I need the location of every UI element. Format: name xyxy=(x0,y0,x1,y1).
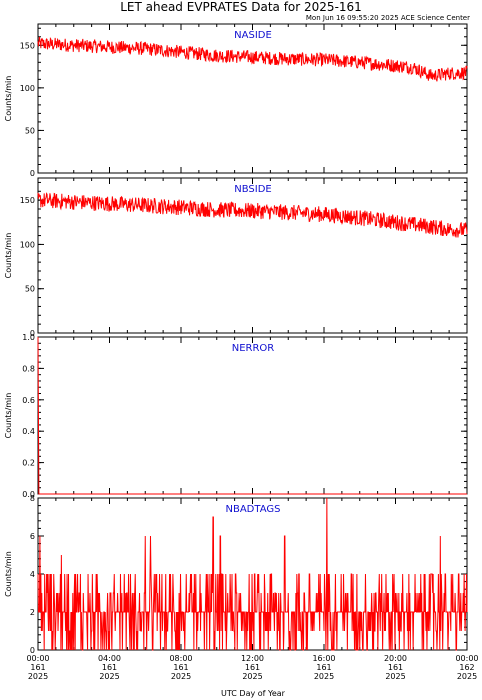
y-tick-label: 0.4 xyxy=(22,427,35,436)
x-tick-label: 161 xyxy=(30,663,45,672)
y-tick-label: 0.6 xyxy=(22,396,35,405)
x-tick-label: 2025 xyxy=(314,672,334,681)
y-tick-label: 150 xyxy=(20,41,35,50)
panel-title: NERROR xyxy=(232,343,275,354)
y-tick-label: 1.0 xyxy=(22,333,35,342)
x-tick-label: 161 xyxy=(173,663,188,672)
x-tick-label: 2025 xyxy=(171,672,191,681)
y-axis-label: Counts/min xyxy=(4,551,13,597)
panels: 0 50 100 150 Counts/min NASIDE 0 50 100 150 Counts… xyxy=(4,23,479,681)
timestamp: Mon Jun 16 09:55:20 2025 ACE Science Cen… xyxy=(306,14,470,22)
y-tick-label: 4 xyxy=(30,570,35,579)
y-tick-label: 0.8 xyxy=(22,364,35,373)
panel-title: NBSIDE xyxy=(234,184,271,195)
x-tick-label: 16:00 xyxy=(312,654,335,663)
y-tick-label: 150 xyxy=(20,196,35,205)
y-axis-label: Counts/min xyxy=(4,233,13,279)
panel-title: NBADTAGS xyxy=(226,504,281,515)
x-tick-label: 12:00 xyxy=(241,654,264,663)
panel-frame xyxy=(37,336,468,495)
x-tick-label: 2025 xyxy=(28,672,48,681)
y-tick-label: 6 xyxy=(30,532,35,541)
x-tick-label: 04:00 xyxy=(98,654,121,663)
y-tick-label: 50 xyxy=(25,285,35,294)
y-tick-label: 0.2 xyxy=(22,459,35,468)
y-tick-label: 8 xyxy=(30,494,35,503)
y-tick-label: 0 xyxy=(30,169,35,178)
x-tick-label: 161 xyxy=(102,663,117,672)
x-tick-label: 161 xyxy=(388,663,403,672)
x-tick-label: 00:00 xyxy=(455,654,478,663)
chart-title: LET ahead EVPRATES Data for 2025-161 xyxy=(120,0,362,14)
series-line xyxy=(37,36,468,82)
series-line xyxy=(37,497,468,651)
series-line xyxy=(37,192,468,238)
x-tick-label: 162 xyxy=(459,663,474,672)
y-tick-label: 2 xyxy=(30,608,35,617)
x-tick-label: 2025 xyxy=(242,672,262,681)
y-tick-label: 50 xyxy=(25,126,35,135)
x-tick-label: 2025 xyxy=(457,672,477,681)
y-axis-label: Counts/min xyxy=(4,393,13,439)
y-tick-label: 0 xyxy=(30,646,35,655)
y-axis-label: Counts/min xyxy=(4,76,13,122)
x-tick-label: 20:00 xyxy=(384,654,407,663)
panel-title: NASIDE xyxy=(234,30,272,41)
y-tick-label: 100 xyxy=(20,84,35,93)
x-tick-label: 08:00 xyxy=(169,654,192,663)
x-tick-label: 2025 xyxy=(385,672,405,681)
x-tick-label: 00:00 xyxy=(26,654,49,663)
x-tick-label: 161 xyxy=(316,663,331,672)
series-line xyxy=(37,336,467,495)
y-tick-label: 100 xyxy=(20,240,35,249)
x-tick-label: 2025 xyxy=(99,672,119,681)
x-axis-label: UTC Day of Year xyxy=(221,689,286,698)
x-tick-label: 161 xyxy=(245,663,260,672)
y-tick-label: 0 xyxy=(30,329,35,338)
y-tick-label: 0.0 xyxy=(22,490,35,499)
